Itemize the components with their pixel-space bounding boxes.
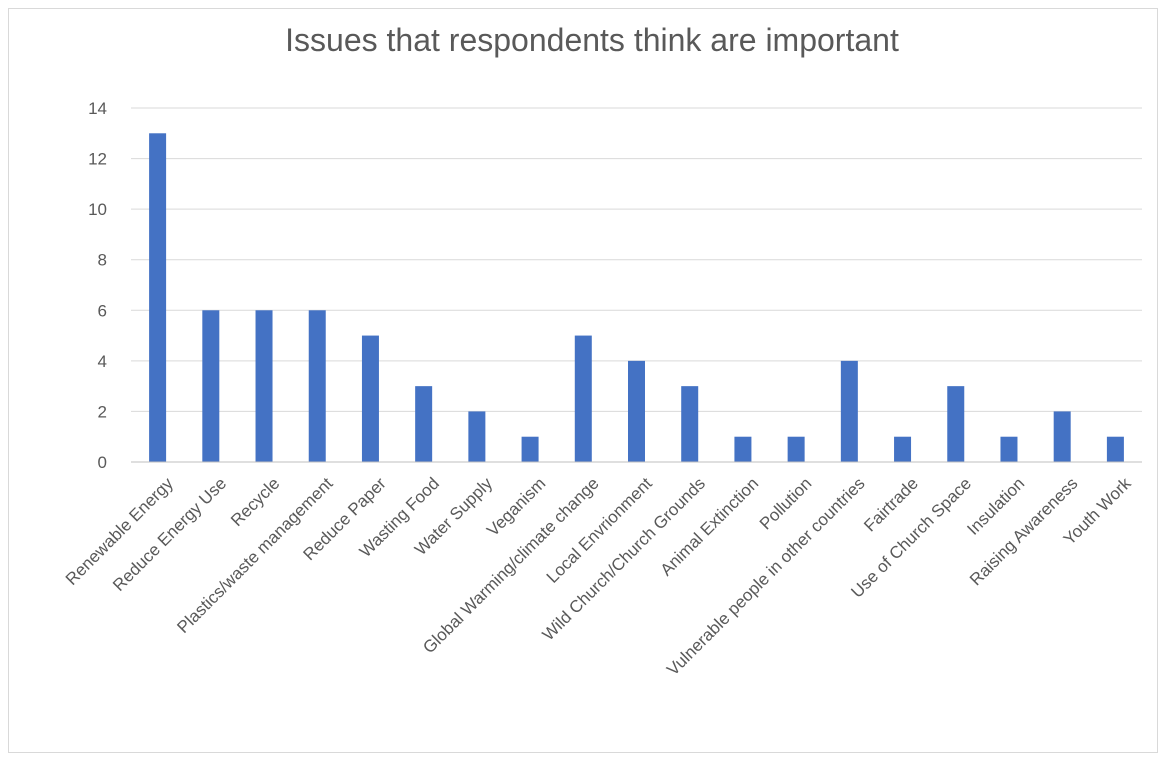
y-tick-label: 0 (98, 453, 107, 472)
y-tick-label: 10 (88, 200, 107, 219)
y-tick-label: 6 (98, 301, 107, 320)
bar-14 (894, 436, 912, 462)
bar-13 (840, 360, 858, 462)
x-category-label: Animal Extinction (657, 474, 763, 580)
chart-frame: Issues that respondents think are import… (8, 8, 1158, 753)
y-tick-label: 14 (88, 99, 107, 118)
x-category-label: Vulnerable people in other countries (663, 474, 868, 679)
bar-12 (787, 436, 805, 462)
bar-17 (1053, 411, 1071, 462)
chart-title: Issues that respondents think are import… (285, 22, 899, 58)
y-tick-label: 12 (88, 150, 107, 169)
bar-chart: Issues that respondents think are import… (62, 22, 1142, 680)
y-tick-label: 2 (98, 402, 107, 421)
bar-8 (574, 335, 592, 462)
bar-4 (361, 335, 379, 462)
y-tick-label: 8 (98, 251, 107, 270)
gridlines (131, 107, 1142, 412)
bar-3 (308, 310, 326, 462)
y-axis-ticks: 0 2 4 6 8 10 12 14 (88, 99, 107, 472)
bar-10 (681, 386, 699, 462)
bar-11 (734, 436, 752, 462)
bar-16 (1000, 436, 1018, 462)
bar-9 (628, 360, 645, 462)
bar-18 (1106, 436, 1124, 462)
bar-5 (415, 386, 433, 462)
bar-7 (521, 436, 539, 462)
bar-2 (255, 310, 273, 462)
bar-0 (149, 133, 167, 462)
bar-6 (468, 411, 486, 462)
bar-1 (202, 310, 220, 462)
y-tick-label: 4 (98, 352, 107, 371)
bars (149, 133, 1124, 462)
bar-15 (947, 386, 965, 462)
